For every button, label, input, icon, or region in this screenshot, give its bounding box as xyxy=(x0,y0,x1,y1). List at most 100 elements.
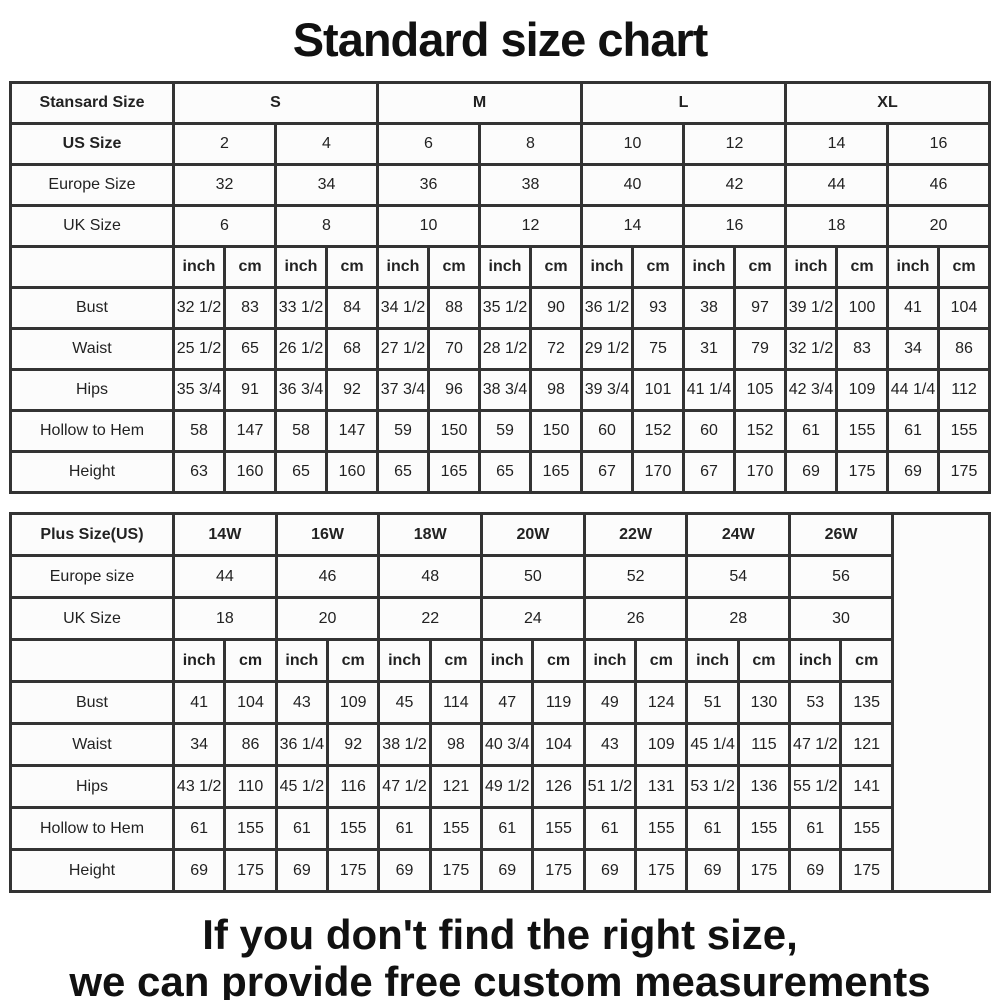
measurement-value-cell: 28 1/2 xyxy=(478,327,532,371)
table-row: Height 63 160 65 160 65 165 65 165 67 170 67 170 69 17… xyxy=(9,450,991,494)
conversion-value-cell: 10 xyxy=(376,204,481,248)
conversion-value-cell: 6 xyxy=(376,122,481,166)
measurement-value-cell: 69 xyxy=(480,848,535,893)
unit-label-cell: cm xyxy=(733,245,787,289)
measurement-value-cell: 104 xyxy=(223,680,278,725)
measurement-value-cell: 175 xyxy=(634,848,689,893)
measurement-value-cell: 32 1/2 xyxy=(172,286,226,330)
measurement-value-cell: 61 xyxy=(171,806,227,851)
measurement-value-cell: 155 xyxy=(839,806,894,851)
corner-label-cell: Stansard Size xyxy=(9,81,175,125)
measurement-value-cell: 86 xyxy=(937,327,991,371)
measurement-value-cell: 61 xyxy=(685,806,740,851)
measurement-value-cell: 155 xyxy=(428,806,484,851)
table-row: Bust 41 104 43 109 45 114 47 119 49 124 51 130 53 135 xyxy=(9,680,990,725)
measurement-value-cell: 75 xyxy=(631,327,685,371)
measurement-value-cell: 83 xyxy=(835,327,889,371)
conversion-value-cell: 16 xyxy=(682,204,787,248)
conversion-value-cell: 18 xyxy=(172,596,278,641)
table-row: Height 69 175 69 175 69 175 69 175 69 175 69 175 69 17… xyxy=(9,848,990,893)
measurement-value-cell: 155 xyxy=(326,806,381,851)
measurement-value-cell: 59 xyxy=(376,409,430,453)
standard-size-table: Stansard Size S M L XL US Size 2 4 6 8 10 12 14 16 Eur… xyxy=(9,81,991,494)
measurement-value-cell: 84 xyxy=(325,286,379,330)
measurement-value-cell: 175 xyxy=(531,848,586,893)
measurement-value-cell: 70 xyxy=(427,327,481,371)
measurement-value-cell: 60 xyxy=(580,409,634,453)
conversion-value-cell: 20 xyxy=(274,596,381,641)
unit-label-cell: cm xyxy=(531,638,586,683)
measurement-value-cell: 79 xyxy=(733,327,787,371)
measurement-value-cell: 45 xyxy=(377,680,432,725)
conversion-value-cell: 40 xyxy=(580,163,685,207)
conversion-value-cell: 6 xyxy=(172,204,277,248)
measurement-value-cell: 44 1/4 xyxy=(886,368,940,412)
size-group-cell: XL xyxy=(784,81,991,125)
conversion-value-cell: 34 xyxy=(274,163,379,207)
table-row: Plus Size(US) 14W 16W 18W 20W 22W 24W 26W xyxy=(9,512,991,893)
measurement-value-cell: 126 xyxy=(531,764,586,809)
measurement-value-cell: 47 1/2 xyxy=(788,722,843,767)
unit-label-cell: cm xyxy=(937,245,991,289)
measurement-value-cell: 40 3/4 xyxy=(480,722,535,767)
measurement-value-cell: 61 xyxy=(377,806,432,851)
conversion-value-cell: 18 xyxy=(784,204,889,248)
measurement-value-cell: 93 xyxy=(631,286,685,330)
conversion-value-cell: 28 xyxy=(685,596,792,641)
conversion-value-cell: 4 xyxy=(274,122,379,166)
measurement-value-cell: 65 xyxy=(274,450,328,494)
measurement-value-cell: 61 xyxy=(784,409,838,453)
measurement-value-cell: 42 3/4 xyxy=(784,368,838,412)
plus-table-body: Plus Size(US) 14W 16W 18W 20W 22W 24W 26W Europe… xyxy=(9,512,991,893)
measurement-value-cell: 69 xyxy=(685,848,740,893)
measurement-value-cell: 175 xyxy=(835,450,889,494)
measurement-value-cell: 29 1/2 xyxy=(580,327,634,371)
conversion-row-label: Europe size xyxy=(9,554,175,599)
size-group-cell: 20W xyxy=(480,512,586,557)
measurement-value-cell: 109 xyxy=(326,680,381,725)
measurement-value-cell: 98 xyxy=(428,722,484,767)
measurement-value-cell: 131 xyxy=(634,764,689,809)
measurement-value-cell: 112 xyxy=(937,368,991,412)
conversion-value-cell: 44 xyxy=(784,163,889,207)
measurement-value-cell: 135 xyxy=(839,680,894,725)
conversion-value-cell: 12 xyxy=(478,204,583,248)
measurement-value-cell: 41 xyxy=(171,680,227,725)
table-row: Europe size 44 46 48 50 52 54 56 xyxy=(9,554,990,599)
measurement-value-cell: 61 xyxy=(788,806,843,851)
measurement-value-cell: 119 xyxy=(531,680,586,725)
size-group-cell: L xyxy=(580,81,787,125)
measurement-value-cell: 150 xyxy=(427,409,481,453)
table-row: Bust 32 1/2 83 33 1/2 84 34 1/2 88 35 1/2 90 36 1… xyxy=(9,286,991,330)
measurement-value-cell: 124 xyxy=(634,680,689,725)
measurement-value-cell: 59 xyxy=(478,409,532,453)
conversion-value-cell: 42 xyxy=(682,163,787,207)
measurement-value-cell: 155 xyxy=(937,409,991,453)
measurement-value-cell: 49 xyxy=(582,680,638,725)
measurement-value-cell: 160 xyxy=(325,450,379,494)
table-row: Waist 34 86 36 1/4 92 38 1/2 98 40 3/4 104 43 109 4… xyxy=(9,722,990,767)
conversion-value-cell: 10 xyxy=(580,122,685,166)
table-row: Hollow to Hem 61 155 61 155 61 155 61 155 61 155 61… xyxy=(9,806,990,851)
conversion-value-cell: 8 xyxy=(274,204,379,248)
measurement-value-cell: 39 1/2 xyxy=(784,286,838,330)
measurement-row-label: Bust xyxy=(9,680,175,725)
unit-label-cell: cm xyxy=(427,245,481,289)
measurement-value-cell: 165 xyxy=(427,450,481,494)
unit-label-cell: inch xyxy=(376,245,430,289)
measurement-value-cell: 31 xyxy=(682,327,736,371)
measurement-value-cell: 47 1/2 xyxy=(377,764,432,809)
measurement-value-cell: 37 3/4 xyxy=(376,368,430,412)
conversion-value-cell: 46 xyxy=(886,163,991,207)
conversion-value-cell: 2 xyxy=(172,122,277,166)
size-group-cell: M xyxy=(376,81,583,125)
measurement-value-cell: 170 xyxy=(733,450,787,494)
measurement-value-cell: 90 xyxy=(529,286,583,330)
table-row: Waist 25 1/2 65 26 1/2 68 27 1/2 70 28 1/2 72 29 … xyxy=(9,327,991,371)
conversion-row-label: UK Size xyxy=(9,596,175,641)
measurement-value-cell: 175 xyxy=(326,848,381,893)
table-row: US Size 2 4 6 8 10 12 14 16 xyxy=(9,122,991,166)
measurement-value-cell: 32 1/2 xyxy=(784,327,838,371)
conversion-row-label: UK Size xyxy=(9,204,175,248)
